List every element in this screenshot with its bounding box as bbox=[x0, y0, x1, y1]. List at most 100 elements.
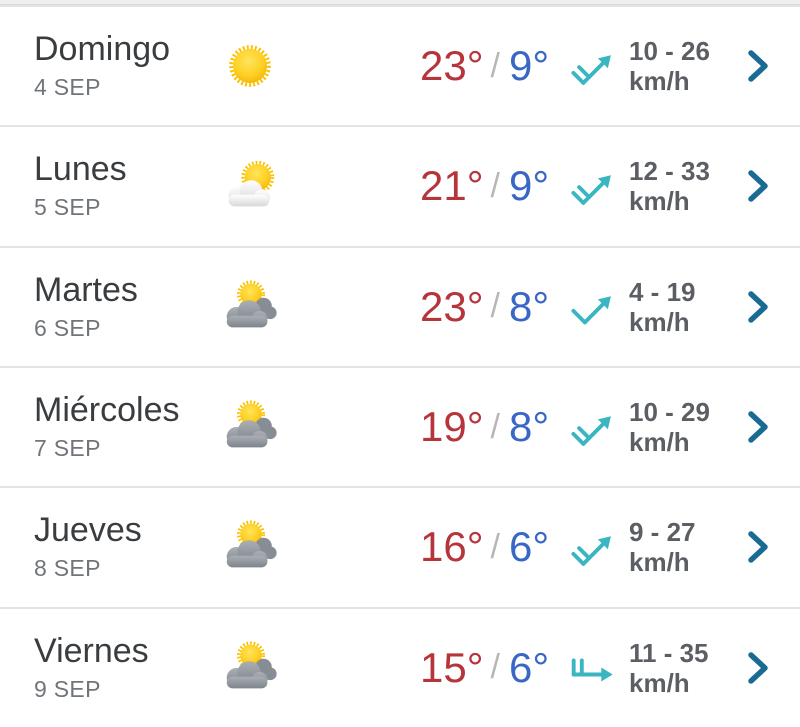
day-date: 7 SEP bbox=[34, 435, 101, 462]
wind-text: 10 - 29 km/h bbox=[629, 397, 710, 457]
wind-unit: km/h bbox=[629, 66, 690, 97]
temperature-block: 23° / 9° bbox=[420, 42, 565, 90]
day-date: 6 SEP bbox=[34, 314, 101, 341]
weather-icon-cell bbox=[190, 35, 310, 97]
weather-icon-cell bbox=[190, 516, 310, 578]
chevron-cell bbox=[715, 287, 800, 327]
wind-unit: km/h bbox=[629, 427, 690, 458]
partly-cloudy-icon bbox=[219, 155, 281, 217]
wind-block: 10 - 29 km/h bbox=[565, 397, 715, 457]
day-name: Jueves bbox=[34, 511, 142, 550]
weather-icon-cell bbox=[190, 637, 310, 699]
forecast-row[interactable]: Miércoles 7 SEP 19° / 8° 10 - 29 km/h bbox=[0, 365, 800, 487]
temp-high: 16° bbox=[420, 523, 484, 571]
chevron-right-icon[interactable] bbox=[741, 46, 775, 86]
wind-direction-icon bbox=[554, 150, 628, 224]
chevron-cell bbox=[715, 166, 800, 206]
top-divider bbox=[0, 0, 800, 5]
chevron-cell bbox=[715, 527, 800, 567]
forecast-row[interactable]: Domingo 4 SEP 23° / 9° 10 - 26 km/h bbox=[0, 5, 800, 126]
wind-text: 11 - 35 km/h bbox=[629, 638, 709, 698]
wind-direction-icon bbox=[554, 390, 628, 464]
chevron-right-icon[interactable] bbox=[741, 287, 775, 327]
weather-icon-cell bbox=[190, 276, 310, 338]
day-block: Viernes 9 SEP bbox=[0, 632, 190, 704]
temp-high: 23° bbox=[420, 42, 484, 90]
day-name: Domingo bbox=[34, 30, 171, 69]
temp-separator: / bbox=[490, 527, 500, 566]
temperature-block: 15° / 6° bbox=[420, 644, 565, 692]
temp-separator: / bbox=[490, 407, 500, 446]
wind-unit: km/h bbox=[629, 667, 690, 698]
wind-direction-icon bbox=[554, 511, 628, 585]
wind-block: 11 - 35 km/h bbox=[565, 638, 715, 698]
day-name: Miércoles bbox=[34, 391, 180, 430]
chevron-right-icon[interactable] bbox=[741, 648, 775, 688]
chevron-right-icon[interactable] bbox=[741, 166, 775, 206]
temp-separator: / bbox=[490, 166, 500, 205]
temperature-block: 23° / 8° bbox=[420, 283, 565, 331]
sunny-icon bbox=[219, 35, 281, 97]
wind-direction-icon bbox=[554, 270, 628, 344]
temp-high: 19° bbox=[420, 403, 484, 451]
temperature-block: 21° / 9° bbox=[420, 162, 565, 210]
day-name: Martes bbox=[34, 270, 138, 309]
wind-block: 10 - 26 km/h bbox=[565, 36, 715, 96]
wind-range: 10 - 26 bbox=[629, 36, 710, 67]
temp-separator: / bbox=[490, 46, 500, 85]
wind-unit: km/h bbox=[629, 186, 690, 217]
chevron-cell bbox=[715, 46, 800, 86]
wind-text: 10 - 26 km/h bbox=[629, 36, 710, 96]
temp-low: 6° bbox=[508, 643, 550, 691]
mostly-cloudy-icon bbox=[219, 516, 281, 578]
wind-range: 9 - 27 bbox=[629, 517, 696, 548]
weather-icon-cell bbox=[190, 396, 310, 458]
temp-low: 9° bbox=[508, 162, 550, 210]
day-date: 8 SEP bbox=[34, 555, 101, 582]
wind-block: 12 - 33 km/h bbox=[565, 156, 715, 216]
day-date: 4 SEP bbox=[34, 74, 101, 101]
temp-low: 9° bbox=[508, 42, 550, 90]
wind-direction-icon bbox=[554, 29, 628, 103]
wind-range: 10 - 29 bbox=[629, 397, 710, 428]
wind-text: 12 - 33 km/h bbox=[629, 156, 710, 216]
day-block: Jueves 8 SEP bbox=[0, 511, 190, 583]
temperature-block: 16° / 6° bbox=[420, 523, 565, 571]
wind-unit: km/h bbox=[629, 547, 690, 578]
weather-icon-cell bbox=[190, 155, 310, 217]
forecast-row[interactable]: Lunes 5 SEP 21° / 9° 12 - 33 km/h bbox=[0, 125, 800, 246]
temp-low: 8° bbox=[508, 282, 550, 330]
day-name: Lunes bbox=[34, 150, 127, 189]
chevron-cell bbox=[715, 407, 800, 447]
wind-range: 4 - 19 bbox=[629, 276, 696, 307]
wind-range: 12 - 33 bbox=[629, 156, 710, 187]
day-block: Domingo 4 SEP bbox=[0, 30, 190, 102]
chevron-cell bbox=[715, 648, 800, 688]
forecast-row[interactable]: Martes 6 SEP 23° / 8° 4 - 19 km/h bbox=[0, 245, 800, 366]
wind-unit: km/h bbox=[629, 306, 690, 337]
day-block: Martes 6 SEP bbox=[0, 271, 190, 343]
day-block: Lunes 5 SEP bbox=[0, 150, 190, 222]
wind-block: 4 - 19 km/h bbox=[565, 277, 715, 337]
forecast-row[interactable]: Jueves 8 SEP 16° / 6° 9 - 27 km/h bbox=[0, 486, 800, 607]
chevron-right-icon[interactable] bbox=[741, 407, 775, 447]
day-date: 9 SEP bbox=[34, 675, 101, 702]
wind-range: 11 - 35 bbox=[629, 637, 709, 668]
temp-low: 6° bbox=[508, 523, 550, 571]
temp-high: 23° bbox=[420, 282, 484, 330]
wind-text: 9 - 27 km/h bbox=[629, 517, 696, 577]
day-date: 5 SEP bbox=[34, 194, 101, 221]
temperature-block: 19° / 8° bbox=[420, 403, 565, 451]
wind-block: 9 - 27 km/h bbox=[565, 517, 715, 577]
chevron-right-icon[interactable] bbox=[741, 527, 775, 567]
temp-separator: / bbox=[490, 648, 500, 687]
temp-high: 21° bbox=[420, 162, 484, 210]
wind-direction-icon bbox=[565, 642, 617, 694]
forecast-row[interactable]: Viernes 9 SEP 15° / 6° 11 - 35 km/h bbox=[0, 606, 800, 727]
mostly-cloudy-icon bbox=[219, 276, 281, 338]
temp-low: 8° bbox=[508, 403, 550, 451]
temp-high: 15° bbox=[420, 643, 484, 691]
mostly-cloudy-icon bbox=[219, 637, 281, 699]
temp-separator: / bbox=[490, 287, 500, 326]
